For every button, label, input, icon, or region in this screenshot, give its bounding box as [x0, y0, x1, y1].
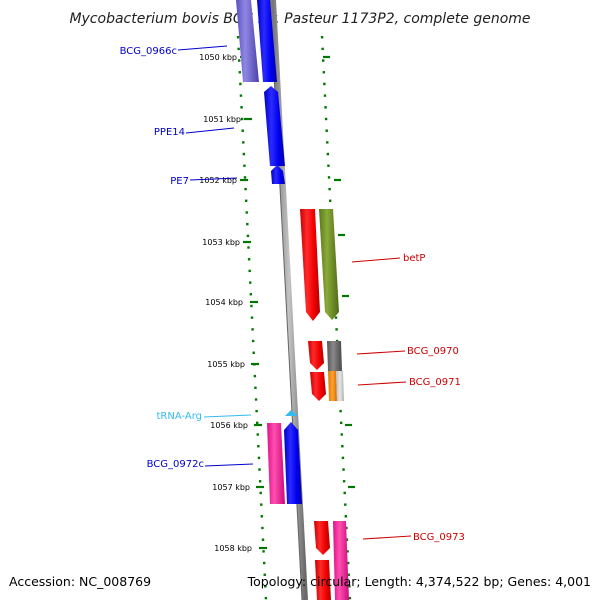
- leader-line-bcg0971: [357, 381, 407, 386]
- gene-bcg0966c-faint[interactable]: [236, 0, 259, 82]
- leader-line-pe7: [189, 177, 238, 181]
- label-bcg0970[interactable]: BCG_0970: [407, 346, 459, 357]
- tick-label-1054: 1054 kbp: [205, 298, 243, 307]
- leader-line-trna-arg: [203, 414, 252, 418]
- leader-line-betp: [351, 257, 401, 263]
- gene-bcg0973[interactable]: [333, 521, 349, 600]
- dotted-guide-tracks: [236, 35, 352, 600]
- tick-label-1056: 1056 kbp: [210, 421, 248, 430]
- other-features: [267, 410, 298, 504]
- label-bcg0966c[interactable]: BCG_0966c: [120, 46, 177, 57]
- tick-label-1057: 1057 kbp: [212, 483, 250, 492]
- gene-red-3[interactable]: [310, 372, 326, 401]
- tick-marks: [240, 55, 355, 550]
- right-guide-track: [320, 35, 352, 600]
- leader-line-ppe14: [185, 127, 235, 134]
- gene-labels: BCG_0966c PPE14 PE7 betP BCG_0970 BCG_09…: [120, 45, 465, 543]
- trna-arg-feature[interactable]: [285, 410, 298, 416]
- gene-red-5[interactable]: [315, 560, 331, 600]
- label-bcg0971[interactable]: BCG_0971: [409, 377, 461, 388]
- minus-strand-genes: [236, 0, 302, 504]
- plus-strand-genes: [300, 209, 349, 600]
- label-bcg0973[interactable]: BCG_0973: [413, 532, 465, 543]
- label-bcg0972c[interactable]: BCG_0972c: [147, 459, 204, 470]
- tick-labels: 1050 kbp 1051 kbp 1052 kbp 1053 kbp 1054…: [199, 53, 252, 553]
- tick-label-1055: 1055 kbp: [207, 360, 245, 369]
- tick-label-1050: 1050 kbp: [199, 53, 237, 62]
- genome-backbone: [270, 0, 308, 600]
- left-guide-track: [236, 35, 268, 600]
- gene-bcg0971-light[interactable]: [336, 371, 344, 401]
- gene-pe7[interactable]: [271, 165, 285, 184]
- map-title: Mycobacterium bovis BCG str. Pasteur 117…: [69, 11, 530, 27]
- gene-red-2[interactable]: [308, 341, 324, 370]
- accession-text: Accession: NC_008769: [9, 574, 151, 589]
- label-ppe14[interactable]: PPE14: [154, 127, 185, 138]
- gene-red-4[interactable]: [314, 521, 330, 555]
- label-trna-arg[interactable]: tRNA-Arg: [157, 411, 202, 422]
- topology-text: Topology: circular; Length: 4,374,522 bp…: [247, 574, 591, 589]
- leader-line-bcg0973: [362, 535, 412, 540]
- leader-line-bcg0970: [356, 350, 406, 355]
- gene-ppe14[interactable]: [264, 86, 285, 166]
- gene-bcg0971[interactable]: [328, 371, 337, 401]
- leader-line-bcg0966c: [177, 45, 228, 51]
- tick-label-1051: 1051 kbp: [203, 115, 241, 124]
- label-pe7[interactable]: PE7: [170, 176, 189, 187]
- label-betp[interactable]: betP: [403, 253, 425, 264]
- leader-line-bcg0972c: [204, 463, 254, 467]
- gene-bcg0972c[interactable]: [284, 422, 302, 504]
- tick-label-1058: 1058 kbp: [214, 544, 252, 553]
- gene-bcg0966c[interactable]: [257, 0, 277, 82]
- tick-label-1052: 1052 kbp: [199, 176, 237, 185]
- gene-pink-left[interactable]: [267, 423, 285, 504]
- gene-red-1[interactable]: [300, 209, 320, 321]
- gene-betp[interactable]: [319, 209, 339, 320]
- tick-label-1053: 1053 kbp: [202, 238, 240, 247]
- gene-bcg0970[interactable]: [327, 341, 342, 371]
